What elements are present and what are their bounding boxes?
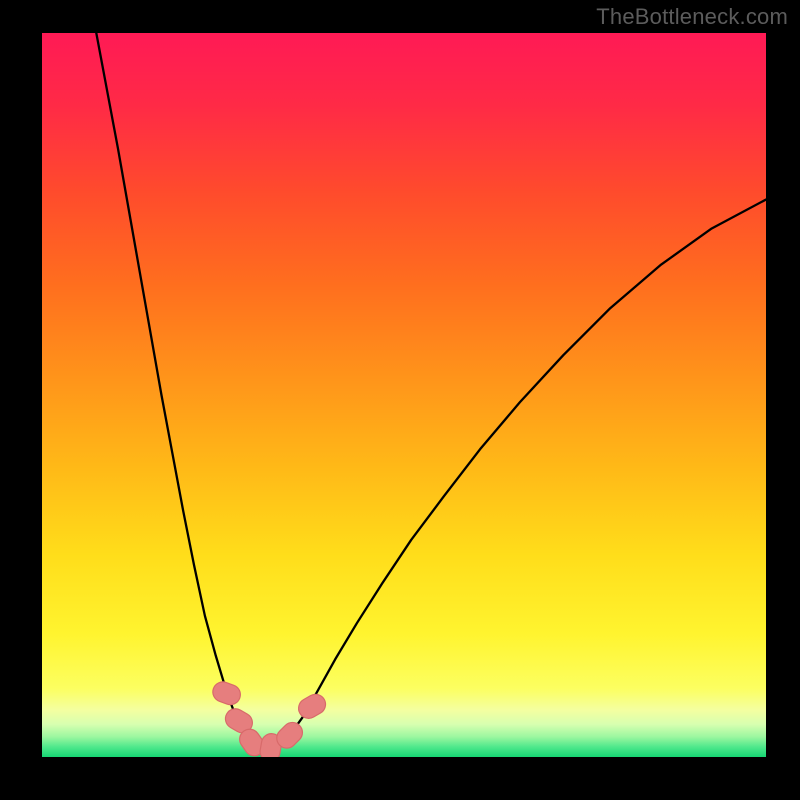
gradient-background bbox=[42, 33, 766, 757]
watermark-text: TheBottleneck.com bbox=[596, 4, 788, 30]
bottleneck-chart bbox=[0, 0, 800, 800]
chart-container: TheBottleneck.com bbox=[0, 0, 800, 800]
